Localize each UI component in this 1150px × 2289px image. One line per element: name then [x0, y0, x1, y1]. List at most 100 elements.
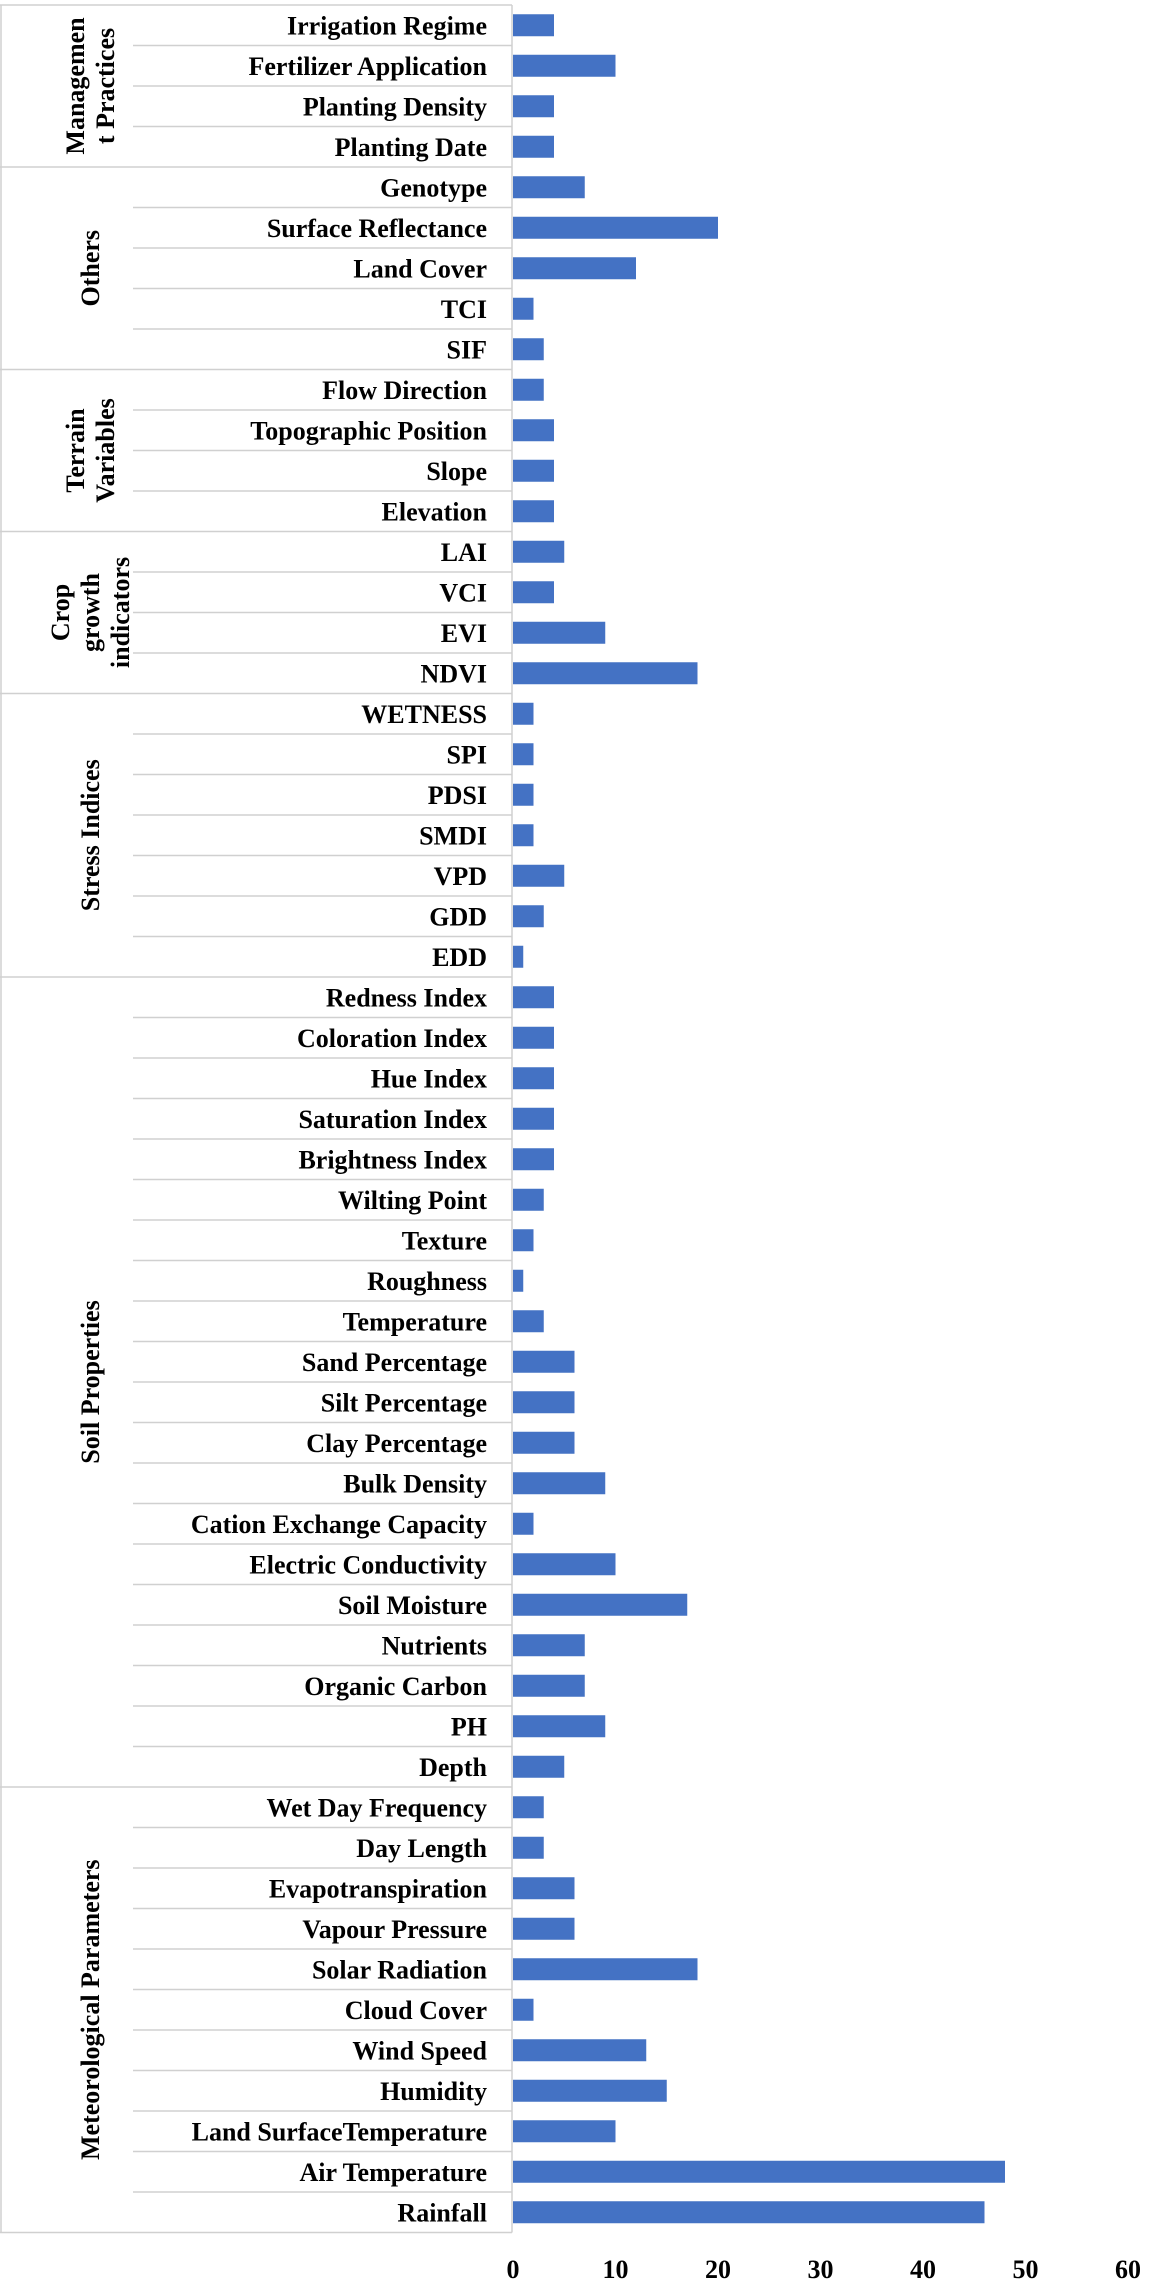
- x-tick-label: 20: [705, 2255, 731, 2284]
- bar: [513, 459, 554, 482]
- category-label: GDD: [429, 902, 487, 931]
- category-label: Vapour Pressure: [302, 1915, 487, 1944]
- category-label: Surface Reflectance: [267, 214, 487, 243]
- category-label: Texture: [402, 1226, 487, 1255]
- bar: [513, 1067, 554, 1090]
- category-label: Planting Date: [335, 133, 487, 162]
- bar: [513, 1998, 534, 2021]
- bar: [513, 1634, 585, 1657]
- bar: [513, 216, 718, 239]
- bar: [513, 297, 534, 320]
- bar: [513, 1229, 534, 1252]
- bar: [513, 662, 698, 685]
- category-label: WETNESS: [361, 700, 487, 729]
- bar: [513, 1148, 554, 1171]
- bar: [513, 1472, 606, 1495]
- category-label: Land SurfaceTemperature: [192, 2117, 487, 2146]
- bar: [513, 1593, 688, 1616]
- category-label: Cloud Cover: [345, 1996, 487, 2025]
- bar: [513, 1431, 575, 1454]
- group-label: TerrainVariables: [61, 398, 120, 503]
- category-label: Fertilizer Application: [248, 52, 487, 81]
- category-label: Hue Index: [371, 1064, 487, 1093]
- bar: [513, 2201, 985, 2224]
- category-label: Silt Percentage: [321, 1388, 487, 1417]
- bar: [513, 1107, 554, 1130]
- bar: [513, 54, 616, 77]
- category-label: Electric Conductivity: [249, 1550, 487, 1579]
- bar: [513, 1269, 524, 1292]
- bar: [513, 1796, 544, 1819]
- category-label: EDD: [432, 943, 487, 972]
- category-label: Topographic Position: [250, 416, 487, 445]
- category-label: Brightness Index: [298, 1145, 487, 1174]
- bar: [513, 1917, 575, 1940]
- category-label: Soil Moisture: [338, 1591, 487, 1620]
- category-label: Bulk Density: [343, 1469, 487, 1498]
- category-label: TCI: [441, 295, 487, 324]
- bar: [513, 500, 554, 523]
- x-tick-label: 50: [1013, 2255, 1039, 2284]
- bar: [513, 1674, 585, 1697]
- bar: [513, 2039, 647, 2062]
- bar: [513, 743, 534, 766]
- bar: [513, 1755, 565, 1778]
- x-tick-label: 60: [1115, 2255, 1141, 2284]
- category-label: Humidity: [380, 2077, 487, 2106]
- group-label: Stress Indices: [76, 759, 105, 911]
- bar: [513, 257, 636, 280]
- bar: [513, 1350, 575, 1373]
- category-label: Irrigation Regime: [287, 11, 487, 40]
- group-label: Others: [76, 230, 105, 307]
- bar: [513, 338, 544, 361]
- category-label: Rainfall: [397, 2198, 487, 2227]
- category-label: VPD: [434, 862, 487, 891]
- category-label: Elevation: [382, 497, 488, 526]
- category-label: EVI: [441, 619, 487, 648]
- bar: [513, 1877, 575, 1900]
- bar: [513, 905, 544, 928]
- category-label: Cation Exchange Capacity: [191, 1510, 487, 1539]
- category-label: Land Cover: [353, 254, 487, 283]
- bar: [513, 1836, 544, 1859]
- bar: [513, 581, 554, 604]
- bar: [513, 2160, 1005, 2183]
- bar: [513, 1553, 616, 1576]
- category-label: Solar Radiation: [312, 1955, 488, 1984]
- group-label: Meteorological Parameters: [76, 1859, 105, 2160]
- bar: [513, 986, 554, 1009]
- bar: [513, 419, 554, 442]
- category-label: Coloration Index: [297, 1024, 487, 1053]
- category-label: PDSI: [428, 781, 487, 810]
- category-label: Wind Speed: [352, 2036, 487, 2065]
- category-label: Depth: [419, 1753, 487, 1782]
- category-label: Saturation Index: [298, 1105, 487, 1134]
- x-tick-label: 40: [910, 2255, 936, 2284]
- category-label: Wet Day Frequency: [267, 1793, 488, 1822]
- category-label: Roughness: [367, 1267, 487, 1296]
- bar: [513, 1026, 554, 1049]
- category-label: SMDI: [419, 821, 487, 850]
- category-label: Slope: [426, 457, 487, 486]
- bar: [513, 1310, 544, 1333]
- category-label: PH: [451, 1712, 487, 1741]
- bar: [513, 1958, 698, 1981]
- bar: [513, 95, 554, 118]
- category-label: VCI: [439, 578, 487, 607]
- bar: [513, 135, 554, 158]
- bar: [513, 1715, 606, 1738]
- category-label: Redness Index: [326, 983, 487, 1012]
- category-label: LAI: [441, 538, 487, 567]
- bar: [513, 864, 565, 887]
- category-label: Flow Direction: [322, 376, 487, 405]
- group-label: Management Practices: [61, 17, 120, 155]
- category-label: NDVI: [421, 659, 487, 688]
- category-label: Genotype: [380, 173, 487, 202]
- bar: [513, 2120, 616, 2143]
- group-label: Cropgrowthindicators: [46, 557, 135, 668]
- category-label: Evapotranspiration: [269, 1874, 488, 1903]
- category-label: Temperature: [343, 1307, 487, 1336]
- bar: [513, 824, 534, 847]
- bar: [513, 1391, 575, 1414]
